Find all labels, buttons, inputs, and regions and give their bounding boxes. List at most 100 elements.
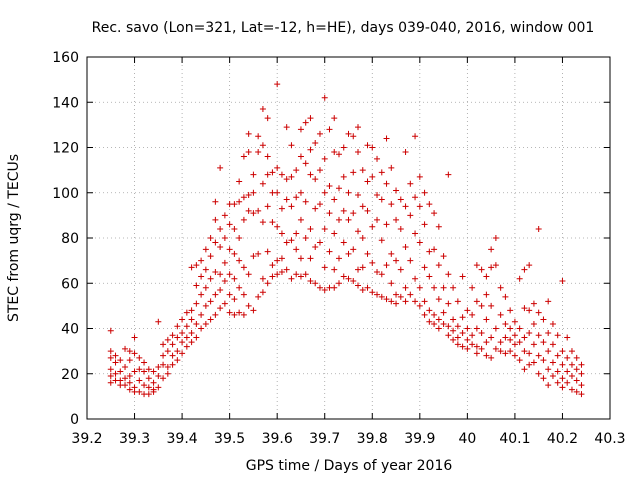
data-point <box>321 225 328 232</box>
data-point <box>155 318 162 325</box>
data-point <box>355 228 362 235</box>
data-point <box>431 311 438 318</box>
data-point <box>141 359 148 366</box>
data-point <box>535 309 542 316</box>
data-series-stec <box>107 81 585 398</box>
x-tick-label: 40.3 <box>594 431 625 447</box>
data-point <box>321 189 328 196</box>
data-point <box>459 330 466 337</box>
data-point <box>355 282 362 289</box>
data-point <box>492 235 499 241</box>
data-point <box>198 291 205 298</box>
data-point <box>259 289 266 296</box>
data-point <box>521 334 528 341</box>
data-point <box>288 173 295 180</box>
data-point <box>107 348 114 355</box>
data-point <box>407 257 414 264</box>
data-point <box>545 382 552 389</box>
data-point <box>369 223 376 230</box>
data-point <box>478 302 485 309</box>
data-point <box>240 153 247 160</box>
data-point <box>283 176 290 183</box>
data-point <box>426 307 433 314</box>
data-point <box>535 332 542 339</box>
data-point <box>511 341 518 348</box>
data-point <box>169 352 176 359</box>
data-point <box>573 388 580 395</box>
data-point <box>107 379 114 386</box>
data-point <box>193 334 200 341</box>
data-point <box>198 273 205 280</box>
data-point <box>226 271 233 278</box>
data-point <box>511 318 518 325</box>
data-point <box>374 155 381 162</box>
data-point <box>568 373 575 380</box>
data-point <box>307 225 314 232</box>
data-point <box>516 275 523 282</box>
data-point <box>245 271 252 278</box>
data-point <box>302 271 309 278</box>
data-point <box>112 352 119 359</box>
data-point <box>136 354 143 361</box>
data-point <box>212 311 219 318</box>
data-point <box>274 164 281 171</box>
data-point <box>179 350 186 357</box>
data-point <box>359 167 366 174</box>
data-point <box>231 296 238 303</box>
x-tick-label: 39.9 <box>404 431 435 447</box>
y-tick-labels: 0 20 40 60 80 100 120 140 160 <box>52 50 79 428</box>
data-point <box>469 341 476 348</box>
data-point <box>469 311 476 318</box>
data-point <box>302 160 309 167</box>
data-point <box>435 223 442 230</box>
data-point <box>350 277 357 284</box>
data-point <box>183 309 190 316</box>
data-point <box>378 169 385 176</box>
data-point <box>112 359 119 366</box>
data-point <box>259 180 266 187</box>
data-point <box>483 291 490 298</box>
data-point <box>530 320 537 327</box>
data-point <box>383 296 390 303</box>
y-tick-label: 20 <box>61 367 79 383</box>
data-point <box>274 257 281 264</box>
data-point <box>521 366 528 373</box>
data-point <box>530 300 537 307</box>
data-point <box>564 379 571 386</box>
data-point <box>431 284 438 291</box>
data-point <box>255 250 262 257</box>
data-point <box>374 192 381 199</box>
data-point <box>426 201 433 208</box>
data-point <box>174 357 181 364</box>
data-point <box>407 212 414 219</box>
data-point <box>345 216 352 223</box>
data-point <box>469 284 476 291</box>
data-point <box>122 375 129 382</box>
data-point <box>526 350 533 357</box>
data-point <box>416 173 423 180</box>
data-point <box>217 244 224 251</box>
data-point <box>559 375 566 382</box>
data-point <box>464 325 471 332</box>
data-point <box>245 192 252 199</box>
data-point <box>473 262 480 269</box>
data-point <box>188 316 195 323</box>
data-point <box>393 257 400 264</box>
data-point <box>564 368 571 375</box>
data-point <box>264 171 271 178</box>
data-point <box>297 126 304 133</box>
data-point <box>416 239 423 246</box>
data-point <box>212 239 219 246</box>
data-point <box>302 119 309 126</box>
data-point <box>359 235 366 241</box>
data-point <box>231 201 238 208</box>
data-point <box>554 368 561 375</box>
data-point <box>331 196 338 203</box>
data-point <box>388 164 395 171</box>
data-point <box>421 298 428 305</box>
data-point <box>516 339 523 346</box>
data-point <box>293 230 300 237</box>
x-tick-label: 40.2 <box>547 431 578 447</box>
data-point <box>255 207 262 214</box>
data-point <box>236 198 243 205</box>
